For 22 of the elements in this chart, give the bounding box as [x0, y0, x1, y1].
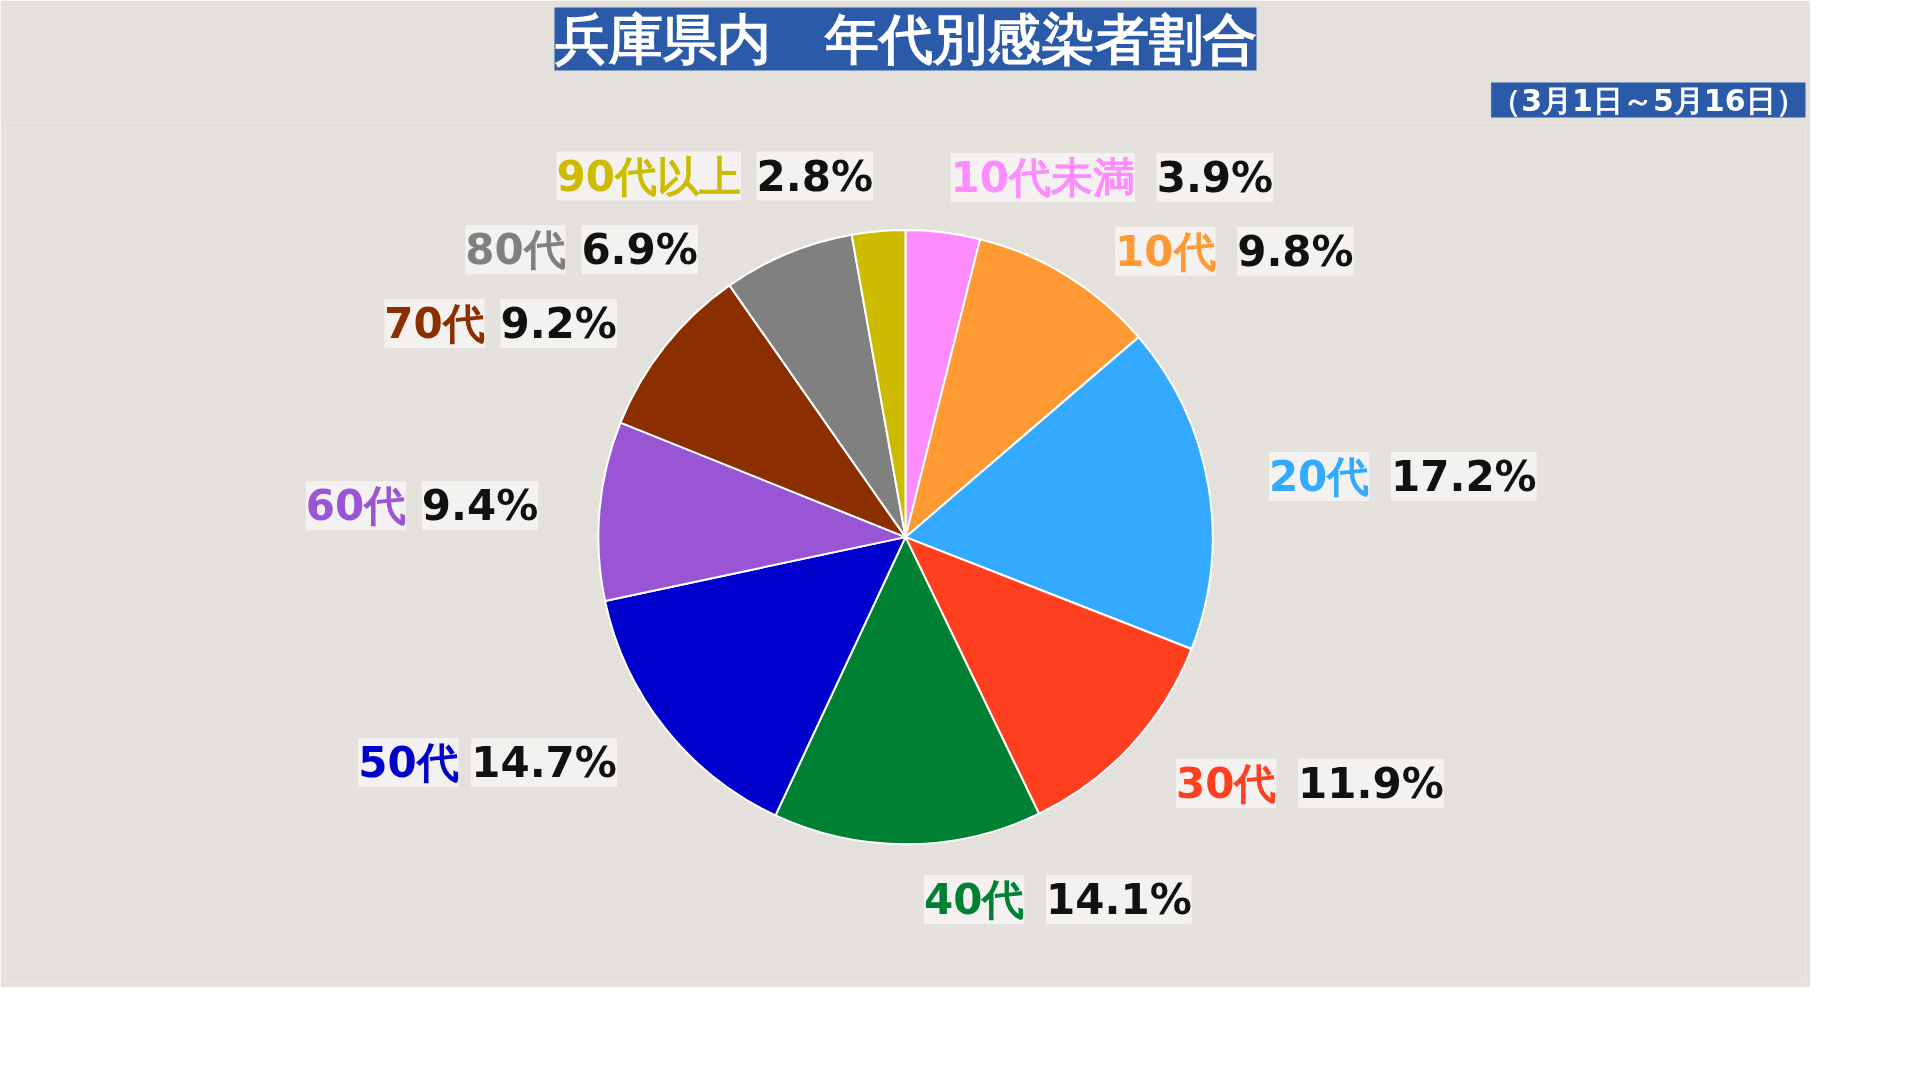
- slice-label: 10代未満: [950, 152, 1136, 202]
- data-label: 11.9%: [1298, 758, 1444, 808]
- slice-label: 90代以上: [556, 151, 741, 201]
- data-label: 2.8%: [756, 151, 874, 201]
- slice-label: 30代: [1175, 758, 1277, 808]
- chart-title: 兵庫県内 年代別感染者割合: [553, 7, 1257, 71]
- data-label: 14.7%: [471, 738, 617, 788]
- slice-label: 60代: [305, 481, 407, 531]
- data-label: 14.1%: [1046, 875, 1192, 925]
- data-label: 3.9%: [1156, 152, 1274, 202]
- slice-label: 70代: [384, 299, 485, 349]
- data-label: 6.9%: [581, 225, 698, 275]
- data-label: 9.4%: [421, 481, 539, 531]
- slice-label: 20代: [1268, 451, 1370, 501]
- slice-label: 10代: [1115, 226, 1216, 276]
- data-label: 17.2%: [1390, 451, 1537, 501]
- data-label: 9.8%: [1237, 226, 1354, 276]
- data-label: 9.2%: [500, 299, 617, 349]
- slice-label: 50代: [358, 738, 459, 788]
- text: （3月1日～5月16日）: [1491, 82, 1806, 118]
- slice-label: 80代: [465, 225, 566, 275]
- slice-label: 40代: [923, 875, 1025, 925]
